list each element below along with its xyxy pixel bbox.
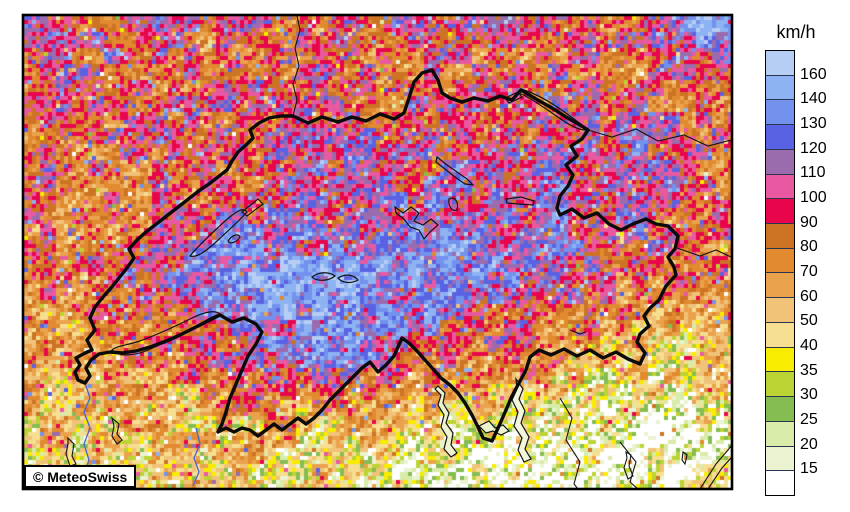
- copyright-badge: © MeteoSwiss: [24, 465, 137, 488]
- thin-border-line: [111, 416, 123, 445]
- wind-raster-canvas: [24, 16, 731, 488]
- lake-thun: [311, 272, 336, 281]
- lake-brienz: [337, 274, 359, 284]
- thin-border-line: [65, 436, 77, 467]
- thin-border-line: [681, 450, 688, 466]
- swiss-border-path: [73, 68, 680, 443]
- lake-outlines: [111, 88, 590, 463]
- country-region-thin-borders: [65, 15, 732, 490]
- map-frame-border: [21, 13, 734, 491]
- lake-biel: [241, 198, 264, 217]
- lake-lugano: [477, 420, 511, 436]
- thin-border-line: [623, 450, 634, 480]
- thin-border-line: [292, 15, 301, 117]
- thin-border-line: [676, 247, 732, 258]
- thin-border-line: [707, 457, 732, 490]
- lake-neuchatel: [188, 209, 248, 257]
- lake-zug: [448, 197, 459, 211]
- thin-border-line: [587, 128, 732, 147]
- lake-morat: [227, 234, 241, 244]
- thin-border-line: [619, 441, 639, 490]
- thin-border-line: [699, 445, 732, 490]
- lake-walen: [505, 196, 535, 206]
- river-line: [192, 427, 201, 487]
- lake-maggiore: [434, 385, 458, 458]
- lake-como: [511, 376, 532, 463]
- lake-lucerne: [394, 205, 439, 241]
- thin-border-line: [569, 329, 587, 335]
- lake-geneva: [111, 311, 222, 356]
- thin-border-line: [559, 397, 581, 490]
- copyright-text: © MeteoSwiss: [33, 468, 128, 485]
- lake-untersee: [504, 91, 523, 104]
- lake-zurich: [435, 155, 475, 186]
